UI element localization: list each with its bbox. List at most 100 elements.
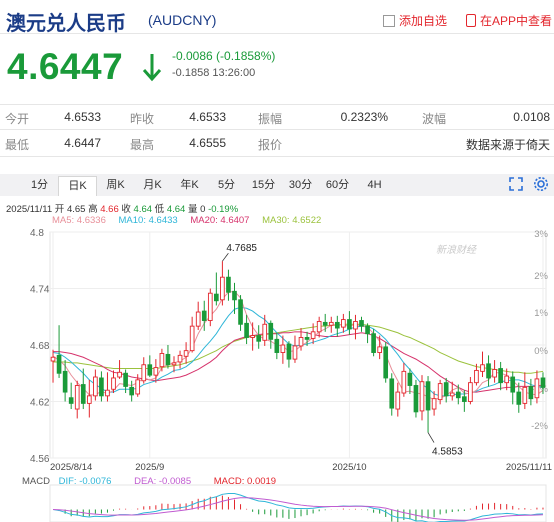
- candle: [141, 357, 147, 384]
- candle: [310, 323, 316, 345]
- candle-body: [165, 353, 171, 366]
- info-close-value: 4.64: [133, 204, 153, 215]
- candle: [177, 350, 183, 369]
- info-open-value: 4.65: [66, 204, 86, 215]
- candle-body: [214, 293, 219, 302]
- candle-body: [347, 319, 352, 330]
- ma20-line: [53, 331, 544, 393]
- divider: [0, 104, 554, 105]
- candle: [250, 322, 255, 351]
- tab-7[interactable]: 30分: [288, 179, 313, 191]
- settings-icon[interactable]: [533, 176, 549, 192]
- candle-body: [105, 389, 110, 397]
- tab-6[interactable]: 15分: [251, 179, 276, 191]
- candle-body: [280, 344, 286, 353]
- stats-row-2: 最低 4.6447 最高 4.6555 报价 数据来源于倚天: [0, 136, 554, 152]
- macd-value-legend: MACD: 0.0019: [213, 476, 277, 487]
- candle-body: [371, 333, 376, 353]
- open-label: 今开: [5, 112, 30, 126]
- candle-body: [395, 391, 401, 410]
- range-value: 0.0108: [513, 110, 550, 124]
- info-vol-value: 0: [200, 204, 206, 215]
- dif-line: [52, 492, 543, 522]
- tab-9[interactable]: 4H: [367, 179, 382, 191]
- annotation-leader: [222, 252, 229, 262]
- tab-8[interactable]: 60分: [325, 179, 350, 191]
- candle-body: [334, 321, 340, 329]
- candle-body: [492, 369, 497, 378]
- ma5-legend: MA5: 4.6336: [52, 215, 106, 226]
- candle-body: [528, 385, 534, 400]
- current-price: 4.6447: [7, 46, 124, 87]
- tab-5[interactable]: 5分: [217, 179, 236, 191]
- candle: [528, 378, 534, 406]
- candle: [365, 323, 370, 344]
- pct-tick-label: -2%: [531, 421, 548, 432]
- low-value: 4.6447: [64, 136, 101, 150]
- divider: [0, 129, 554, 130]
- candle: [298, 328, 304, 351]
- candle-body: [238, 299, 243, 325]
- tab-3[interactable]: 月K: [143, 179, 162, 191]
- kline-chart[interactable]: 4.8 4.74 4.68 4.62 4.56 3% 2% 1% 0% -1% -2% 2025/8/…: [0, 225, 554, 522]
- open-in-app-button[interactable]: 在APP中查看: [466, 12, 552, 29]
- info-low-value: 4.64: [166, 204, 186, 215]
- candle: [256, 325, 262, 349]
- candle-body: [123, 372, 128, 387]
- candle: [80, 368, 86, 410]
- candle: [425, 376, 431, 433]
- candle: [328, 316, 334, 333]
- candle: [147, 355, 153, 378]
- fullscreen-icon[interactable]: [508, 176, 524, 192]
- candle-body: [117, 371, 122, 378]
- candle-body: [504, 375, 510, 384]
- candle-body: [534, 378, 540, 399]
- ma10-legend: MA10: 4.6433: [118, 215, 178, 226]
- tab-0[interactable]: 1分: [30, 179, 49, 191]
- prev-close-value: 4.6533: [189, 110, 226, 124]
- info-low-label: 低: [154, 204, 165, 215]
- pct-tick-label: 0%: [534, 346, 548, 357]
- info-close-label: 收: [121, 204, 131, 215]
- candle-body: [516, 391, 522, 405]
- candle: [462, 390, 467, 412]
- y-tick-label: 4.74: [30, 285, 50, 296]
- period-tab-bar: [0, 174, 554, 196]
- pct-tick-label: -1%: [531, 384, 548, 395]
- tab-2[interactable]: 周K: [106, 179, 125, 191]
- candle: [486, 355, 491, 387]
- candle-body: [141, 364, 147, 382]
- tab-1[interactable]: 日K: [58, 176, 97, 196]
- candle: [504, 368, 510, 391]
- candle-body: [322, 321, 328, 326]
- candle: [129, 380, 134, 402]
- tab-4[interactable]: 年K: [180, 179, 199, 191]
- candle-body: [365, 325, 370, 335]
- annotation-leader: [427, 432, 435, 443]
- candle: [480, 351, 485, 378]
- candle: [371, 328, 376, 357]
- range-label: 波幅: [422, 112, 447, 126]
- candle-body: [226, 276, 231, 293]
- candle: [99, 371, 104, 402]
- low-label: 最低: [5, 138, 30, 152]
- candle: [220, 261, 225, 306]
- candle-body: [353, 321, 358, 330]
- candle: [449, 381, 455, 401]
- candle: [280, 335, 286, 364]
- candle: [286, 341, 292, 368]
- candle: [534, 370, 540, 404]
- candle-body: [486, 363, 491, 379]
- ma30-line: [53, 323, 544, 374]
- candle: [159, 348, 165, 372]
- add-watchlist-button[interactable]: 添加自选: [383, 12, 447, 29]
- candle: [498, 361, 503, 391]
- candle: [226, 269, 231, 301]
- candle-body: [93, 376, 98, 397]
- period-tabs: 1分 日K 周K 月K 年K 5分 15分 30分 60分 4H: [21, 176, 393, 196]
- candle-body: [220, 276, 225, 301]
- symbol-code: (AUDCNY): [148, 12, 217, 28]
- candle: [238, 295, 243, 331]
- prev-close-label: 昨收: [130, 112, 155, 126]
- macd-label: MACD: [22, 476, 50, 487]
